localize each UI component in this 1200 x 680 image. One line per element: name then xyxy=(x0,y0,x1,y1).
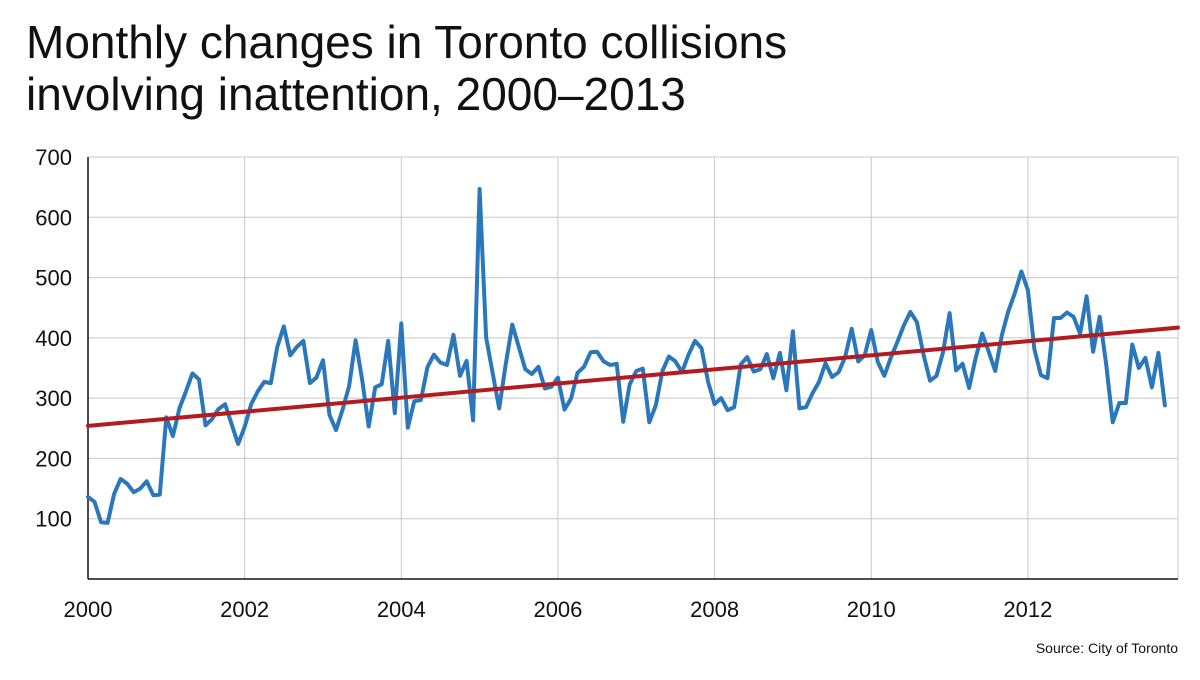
trend-line xyxy=(86,325,1180,428)
x-tick-label: 2000 xyxy=(64,597,113,622)
x-tick-label: 2008 xyxy=(690,597,739,622)
x-tick-label: 2010 xyxy=(847,597,896,622)
y-tick-label: 600 xyxy=(35,205,72,230)
y-tick-label: 200 xyxy=(35,446,72,471)
plot-area xyxy=(86,187,1180,525)
monthly-collisions-line xyxy=(86,187,1167,525)
x-tick-label: 2012 xyxy=(1003,597,1052,622)
x-tick-label: 2006 xyxy=(533,597,582,622)
y-tick-label: 700 xyxy=(35,145,72,170)
title-line-2: involving inattention, 2000–2013 xyxy=(26,68,686,120)
x-tick-label: 2002 xyxy=(220,597,269,622)
grid-lines xyxy=(87,156,1179,580)
y-axis-ticks: 100 200 300 400 500 600 700 xyxy=(35,145,72,532)
y-tick-label: 400 xyxy=(35,326,72,351)
chart-title: Monthly changes in Toronto collisions in… xyxy=(26,16,1176,120)
y-tick-label: 100 xyxy=(35,507,72,532)
source-note: Source: City of Toronto xyxy=(1035,640,1178,656)
x-axis-ticks: 2000 2002 2004 2006 2008 2010 2012 xyxy=(64,597,1053,622)
title-line-1: Monthly changes in Toronto collisions xyxy=(26,16,788,68)
y-tick-label: 500 xyxy=(35,266,72,291)
y-tick-label: 300 xyxy=(35,386,72,411)
x-tick-label: 2004 xyxy=(377,597,426,622)
